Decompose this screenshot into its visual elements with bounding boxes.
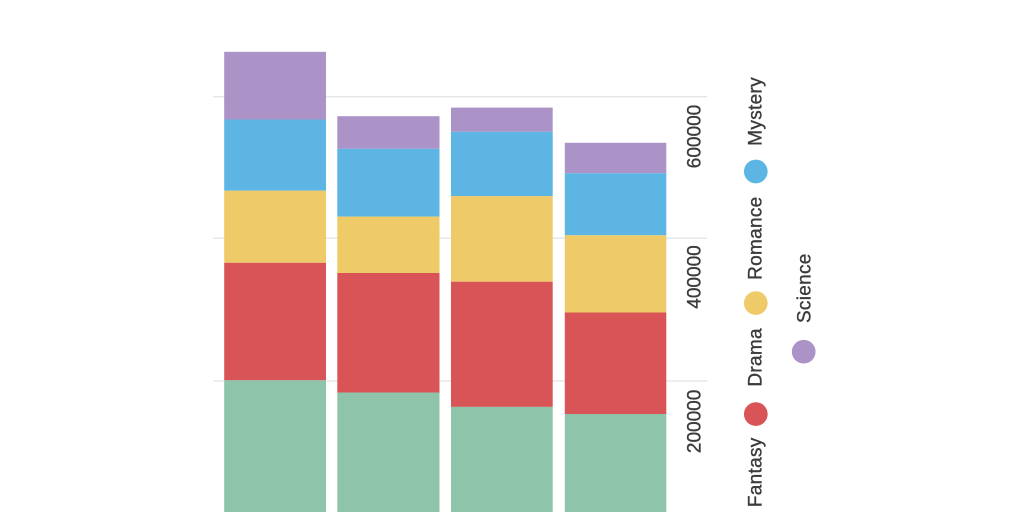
svg-text:600000: 600000 [685, 105, 706, 168]
svg-text:200000: 200000 [685, 390, 706, 453]
svg-text:Drama: Drama [746, 328, 767, 387]
svg-text:400000: 400000 [685, 245, 706, 308]
svg-text:Fantasy: Fantasy [746, 437, 767, 507]
svg-text:Mystery: Mystery [746, 77, 767, 146]
svg-text:Science: Science [795, 253, 816, 323]
svg-text:Romance: Romance [746, 196, 767, 279]
